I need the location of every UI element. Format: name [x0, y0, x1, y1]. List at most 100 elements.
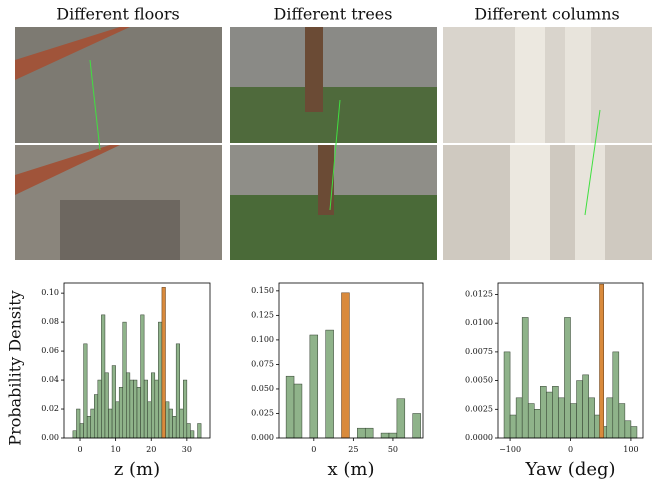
bar: [173, 416, 177, 438]
x-tick-label: 100: [623, 445, 638, 454]
bar: [365, 428, 373, 438]
bar: [310, 335, 318, 438]
panel-title: Different columns: [474, 5, 619, 24]
bar: [625, 421, 631, 438]
x-tick-label: 25: [348, 445, 358, 454]
column: [575, 145, 605, 260]
y-tick-label: 0.06: [41, 346, 59, 355]
x-tick-label: 30: [182, 445, 192, 454]
bar: [389, 433, 397, 438]
y-axis-label: Probability Density: [6, 290, 25, 445]
bar: [577, 381, 583, 438]
column: [510, 145, 550, 260]
y-tick-label: 0.0025: [465, 404, 493, 413]
bar: [528, 404, 534, 438]
bar: [522, 317, 528, 438]
bar: [613, 352, 619, 438]
bar: [381, 433, 389, 438]
x-tick-label: 0: [568, 445, 573, 454]
bar: [91, 409, 95, 438]
bar: [294, 384, 302, 438]
y-tick-label: 0.025: [251, 408, 274, 417]
column: [515, 27, 545, 143]
y-tick-label: 0.0100: [465, 318, 493, 327]
bar: [558, 398, 564, 438]
y-tick-label: 0.08: [41, 317, 59, 326]
bar: [123, 322, 127, 438]
building: [230, 27, 437, 87]
x-tick-label: 10: [111, 445, 121, 454]
figure: Probability Density Different floors Diff…: [0, 0, 654, 485]
bar: [133, 380, 137, 438]
bar: [198, 424, 202, 438]
x-tick-label: 0: [77, 445, 82, 454]
bar: [84, 344, 88, 438]
bar: [187, 424, 191, 438]
panel-title: Different trees: [274, 5, 393, 24]
bar: [357, 428, 365, 438]
bar: [546, 392, 552, 438]
bar: [589, 398, 595, 438]
y-tick-label: 0.10: [41, 288, 59, 297]
y-tick-label: 0.04: [41, 375, 59, 384]
bar: [116, 402, 120, 438]
bar: [126, 373, 130, 438]
bar: [176, 344, 180, 438]
y-tick-label: 0.0125: [465, 289, 493, 298]
bar: [631, 427, 637, 438]
bar: [137, 387, 141, 438]
y-tick-label: 0.150: [251, 286, 274, 295]
bar: [87, 416, 91, 438]
bar: [540, 386, 546, 438]
bar: [571, 404, 577, 438]
bar: [94, 395, 98, 438]
bar: [165, 402, 169, 438]
y-tick-label: 0.050: [251, 384, 274, 393]
tree: [318, 145, 334, 215]
x-tick-label: 50: [388, 445, 398, 454]
y-tick-label: 0.075: [251, 359, 274, 368]
bar: [504, 352, 510, 438]
x-tick-label: 0: [311, 445, 316, 454]
photo: [443, 27, 652, 143]
bar: [510, 415, 516, 438]
y-tick-label: 0.0050: [465, 376, 493, 385]
bar: [286, 376, 294, 438]
bar: [109, 409, 113, 438]
y-tick-label: 0.100: [251, 335, 274, 344]
bar: [105, 373, 109, 438]
bar: [183, 380, 187, 438]
x-axis-label: Yaw (deg): [524, 459, 615, 480]
bar: [80, 424, 84, 438]
bar: [552, 386, 558, 438]
bar: [583, 375, 589, 438]
y-tick-label: 0.00: [41, 433, 59, 442]
x-tick-label: 20: [146, 445, 156, 454]
column: [565, 27, 591, 143]
y-tick-label: 0.0000: [465, 433, 493, 442]
x-axis-label: x (m): [328, 459, 375, 480]
tree: [305, 27, 323, 112]
y-tick-label: 0.0075: [465, 347, 493, 356]
y-tick-label: 0.02: [41, 404, 59, 413]
bar: [413, 413, 421, 438]
x-tick-label: −100: [499, 445, 521, 454]
y-tick-label: 0.125: [251, 310, 274, 319]
stairs: [60, 200, 180, 260]
photo: [15, 27, 222, 143]
bar: [516, 398, 522, 438]
bar: [148, 402, 152, 438]
bar: [190, 431, 194, 438]
x-axis-label: z (m): [114, 459, 160, 480]
bar: [155, 380, 159, 438]
photos: [15, 27, 652, 260]
bar: [564, 317, 570, 438]
panel-title: Different floors: [56, 5, 180, 24]
bar: [141, 315, 145, 438]
y-tick-label: 0.000: [251, 433, 274, 442]
highlight-bar: [162, 287, 166, 438]
bar: [326, 330, 334, 438]
bar: [180, 409, 184, 438]
bar: [98, 380, 102, 438]
bar: [151, 373, 155, 438]
